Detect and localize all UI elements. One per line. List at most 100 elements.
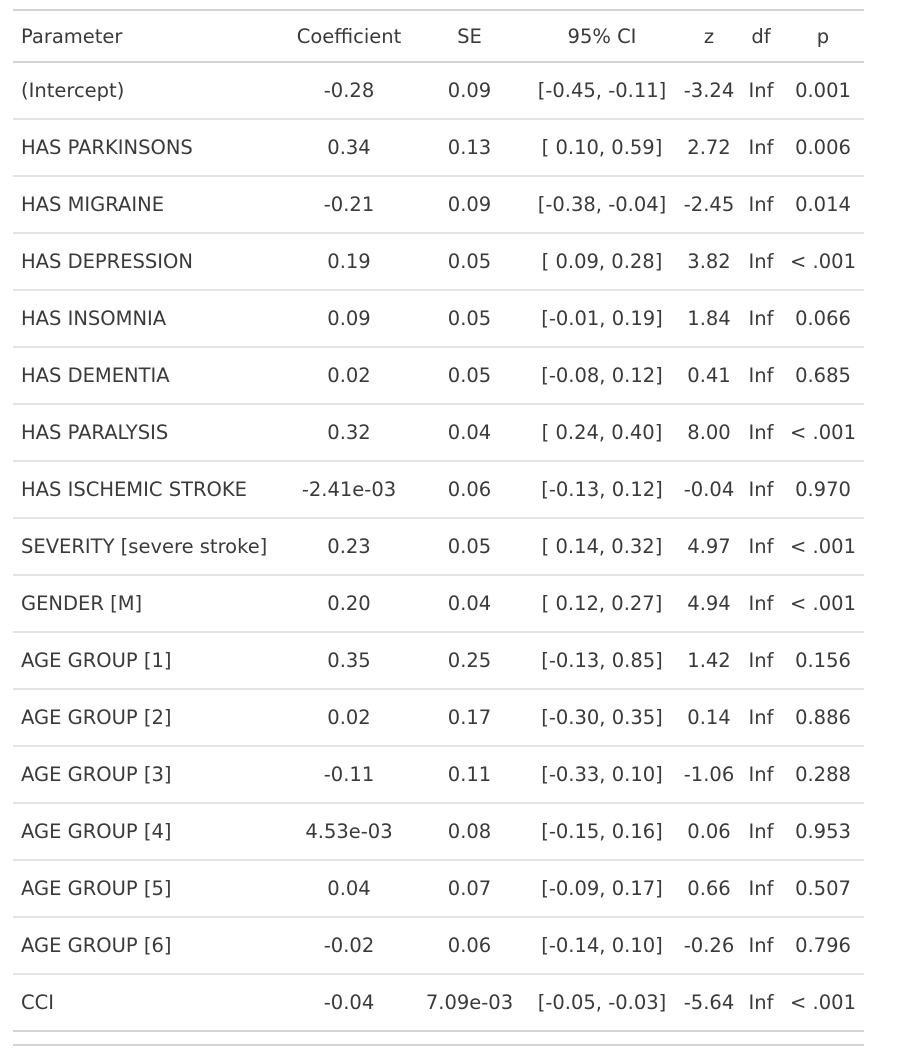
cell-p: 0.507 — [795, 877, 851, 900]
cell-se: 0.13 — [447, 136, 492, 159]
cell-ci: [-0.01, 0.19] — [541, 307, 663, 330]
cell-ci: [-0.14, 0.10] — [541, 934, 663, 957]
cell-p: 0.006 — [795, 136, 851, 159]
top-rule — [13, 9, 864, 11]
cell-df: Inf — [748, 763, 774, 786]
cell-p: < .001 — [790, 592, 856, 615]
cell-coefficient: 0.23 — [327, 535, 371, 558]
cell-parameter: HAS DEMENTIA — [21, 364, 170, 387]
cell-ci: [-0.45, -0.11] — [537, 79, 667, 102]
cell-ci: [ 0.24, 0.40] — [541, 421, 663, 444]
header-p: p — [816, 24, 830, 48]
table-row: AGE GROUP [1] 0.35 0.25 [-0.13, 0.85] 1.42 In… — [13, 633, 864, 690]
cell-p: 0.014 — [795, 193, 851, 216]
cell-p: < .001 — [790, 535, 856, 558]
cell-parameter: CCI — [21, 991, 54, 1014]
header-z: z — [703, 24, 715, 48]
cell-df: Inf — [748, 934, 774, 957]
cell-ci: [-0.38, -0.04] — [537, 193, 667, 216]
cell-z: -0.04 — [683, 478, 735, 501]
cell-coefficient: -0.28 — [323, 79, 375, 102]
cell-parameter: (Intercept) — [21, 79, 125, 102]
cell-se: 0.09 — [447, 193, 492, 216]
cell-se: 0.05 — [447, 307, 492, 330]
cell-ci: [-0.30, 0.35] — [541, 706, 663, 729]
cell-z: 0.06 — [687, 820, 731, 843]
cell-df: Inf — [748, 592, 774, 615]
cell-parameter: SEVERITY [severe stroke] — [21, 535, 268, 558]
cell-se: 0.05 — [447, 535, 492, 558]
cell-parameter: AGE GROUP [2] — [21, 706, 172, 729]
cell-p: 0.970 — [795, 478, 851, 501]
cell-z: -5.64 — [683, 991, 735, 1014]
cell-se: 0.06 — [447, 934, 492, 957]
cell-df: Inf — [748, 136, 774, 159]
cell-z: -1.06 — [683, 763, 735, 786]
cell-p: < .001 — [790, 991, 856, 1014]
cell-coefficient: 0.02 — [327, 706, 371, 729]
cell-df: Inf — [748, 193, 774, 216]
cell-parameter: AGE GROUP [4] — [21, 820, 172, 843]
cell-p: 0.685 — [795, 364, 851, 387]
cell-p: 0.796 — [795, 934, 851, 957]
cell-se: 0.07 — [447, 877, 492, 900]
cell-z: 4.97 — [687, 535, 731, 558]
table-row: AGE GROUP [3] -0.11 0.11 [-0.33, 0.10] -1.06… — [13, 747, 864, 804]
cell-coefficient: 4.53e-03 — [305, 820, 393, 843]
cell-coefficient: -0.11 — [323, 763, 375, 786]
cell-coefficient: -0.04 — [323, 991, 375, 1014]
cell-se: 0.04 — [447, 421, 492, 444]
cell-se: 0.11 — [447, 763, 492, 786]
cell-p: 0.886 — [795, 706, 851, 729]
table-row: HAS MIGRAINE -0.21 0.09 [-0.38, -0.04] -2.45… — [13, 177, 864, 234]
cell-z: 0.66 — [687, 877, 731, 900]
cell-p: 0.288 — [795, 763, 851, 786]
table-body: (Intercept) -0.28 0.09 [-0.45, -0.11] -3.24 I… — [13, 63, 864, 1032]
cell-p: 0.953 — [795, 820, 851, 843]
table-row: HAS PARALYSIS 0.32 0.04 [ 0.24, 0.40] 8.00 In… — [13, 405, 864, 462]
table-row: GENDER [M] 0.20 0.04 [ 0.12, 0.27] 4.94 Inf < … — [13, 576, 864, 633]
cell-df: Inf — [748, 307, 774, 330]
table-row: AGE GROUP [4] 4.53e-03 0.08 [-0.15, 0.16] 0.… — [13, 804, 864, 861]
cell-se: 0.05 — [447, 250, 492, 273]
cell-p: 0.066 — [795, 307, 851, 330]
cell-df: Inf — [748, 535, 774, 558]
cell-ci: [-0.13, 0.12] — [541, 478, 663, 501]
cell-coefficient: 0.09 — [327, 307, 371, 330]
cell-parameter: HAS PARALYSIS — [21, 421, 169, 444]
table-row: SEVERITY [severe stroke] 0.23 0.05 [ 0.14, … — [13, 519, 864, 576]
cell-se: 0.04 — [447, 592, 492, 615]
table-row: AGE GROUP [5] 0.04 0.07 [-0.09, 0.17] 0.66 In… — [13, 861, 864, 918]
header-ci: 95% CI — [567, 24, 637, 48]
bottom-rule — [13, 1044, 864, 1046]
cell-df: Inf — [748, 649, 774, 672]
cell-se: 0.25 — [447, 649, 492, 672]
cell-coefficient: 0.34 — [327, 136, 371, 159]
cell-parameter: GENDER [M] — [21, 592, 143, 615]
cell-se: 0.08 — [447, 820, 492, 843]
cell-z: 1.84 — [687, 307, 731, 330]
cell-df: Inf — [748, 820, 774, 843]
cell-ci: [-0.05, -0.03] — [537, 991, 667, 1014]
table-row: HAS INSOMNIA 0.09 0.05 [-0.01, 0.19] 1.84 Inf… — [13, 291, 864, 348]
cell-parameter: HAS INSOMNIA — [21, 307, 167, 330]
cell-z: 1.42 — [687, 649, 731, 672]
cell-p: < .001 — [790, 421, 856, 444]
cell-df: Inf — [748, 706, 774, 729]
cell-se: 0.09 — [447, 79, 492, 102]
table-header-row: Parameter Coefficient SE 95% CI z df p — [13, 11, 864, 63]
cell-se: 7.09e-03 — [425, 991, 514, 1014]
cell-parameter: AGE GROUP [6] — [21, 934, 172, 957]
cell-parameter: HAS PARKINSONS — [21, 136, 193, 159]
cell-ci: [-0.15, 0.16] — [541, 820, 663, 843]
table-row: CCI -0.04 7.09e-03 [-0.05, -0.03] -5.64 Inf < … — [13, 975, 864, 1032]
cell-df: Inf — [748, 79, 774, 102]
cell-coefficient: 0.19 — [327, 250, 371, 273]
cell-coefficient: -2.41e-03 — [301, 478, 397, 501]
header-coefficient: Coefficient — [296, 24, 402, 48]
cell-p: 0.156 — [795, 649, 851, 672]
cell-parameter: HAS MIGRAINE — [21, 193, 165, 216]
cell-p: < .001 — [790, 250, 856, 273]
cell-coefficient: -0.21 — [323, 193, 375, 216]
cell-ci: [-0.08, 0.12] — [541, 364, 663, 387]
